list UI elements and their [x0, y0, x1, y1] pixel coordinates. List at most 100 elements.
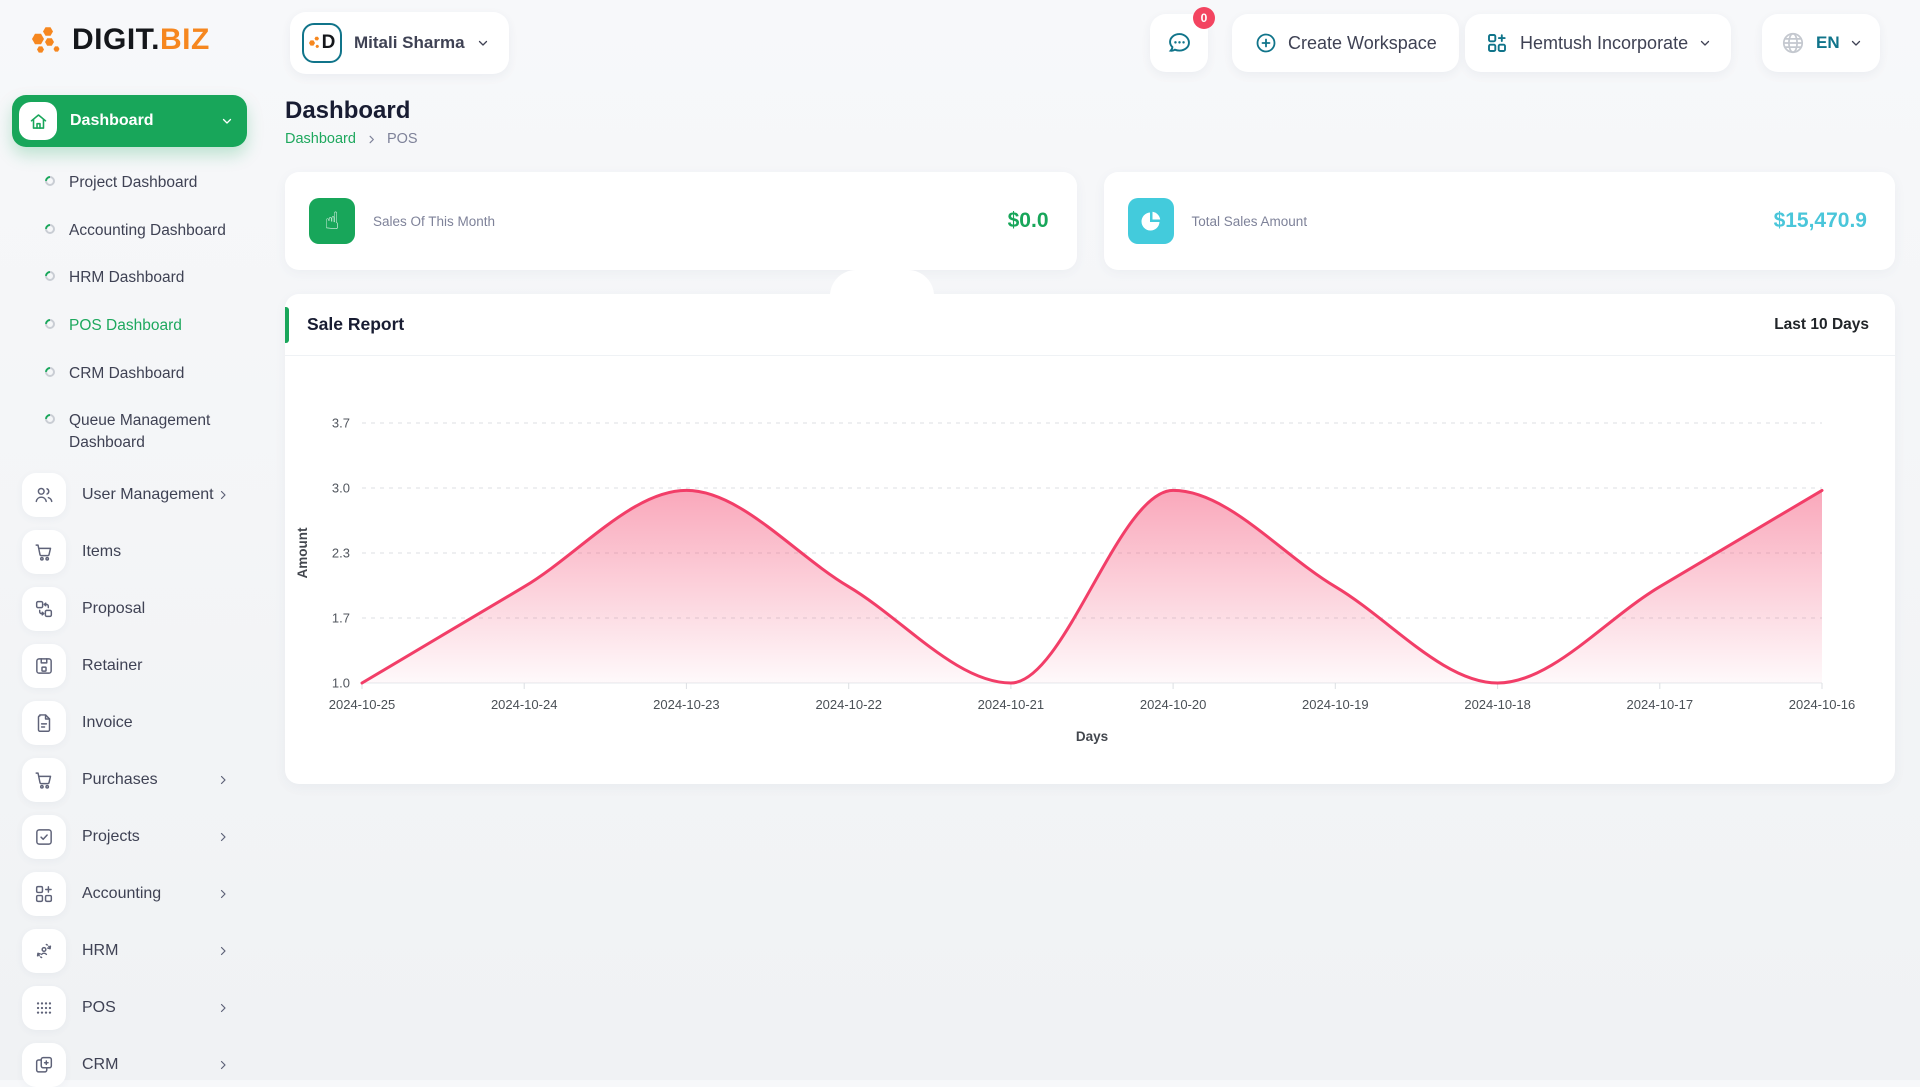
sale-report-header: Sale Report Last 10 Days: [285, 294, 1895, 356]
svg-text:2.3: 2.3: [332, 546, 350, 561]
sidebar-item-pos[interactable]: POS: [12, 986, 247, 1030]
top-header: DIGIT.BIZ D Mitali Sharma 0 Create Works: [0, 0, 1920, 90]
sidebar-item-proposal[interactable]: Proposal: [12, 587, 247, 631]
dots-grid-icon: [22, 986, 66, 1030]
sidebar-item-crm[interactable]: CRM: [12, 1043, 247, 1087]
avatar-letter: D: [322, 32, 336, 54]
sale-report-card: Sale Report Last 10 Days 1.0 1.7 2.3 3.0 3.7…: [285, 294, 1895, 784]
svg-text:2024-10-16: 2024-10-16: [1789, 697, 1856, 712]
sidebar-item-project-dashboard[interactable]: Project Dashboard: [12, 159, 247, 207]
cart-icon: [22, 530, 66, 574]
check-square-icon: [22, 815, 66, 859]
avatar: D: [302, 23, 342, 63]
stat-card-sales-this-month: ☝ Sales Of This Month $0.0: [285, 172, 1077, 270]
bullet-icon: [43, 412, 57, 426]
chevron-right-icon: [217, 774, 229, 786]
create-workspace-label: Create Workspace: [1288, 33, 1437, 54]
page-title: Dashboard: [285, 97, 410, 125]
chat-icon: [1166, 30, 1193, 57]
save-icon: [22, 644, 66, 688]
pie-chart-icon: [1128, 198, 1174, 244]
sidebar-item-hrm-dashboard[interactable]: HRM Dashboard: [12, 254, 247, 302]
app-name: DIGIT.BIZ: [72, 23, 210, 57]
sale-report-range: Last 10 Days: [1774, 316, 1869, 334]
svg-text:2024-10-21: 2024-10-21: [978, 697, 1045, 712]
chevron-right-icon: [217, 945, 229, 957]
sidebar-item-user-management[interactable]: User Management: [12, 473, 247, 517]
sidebar-item-invoice[interactable]: Invoice: [12, 701, 247, 745]
dashboard-submenu: Project Dashboard Accounting Dashboard H…: [12, 159, 247, 467]
app-logo: DIGIT.BIZ: [28, 22, 210, 58]
svg-text:1.7: 1.7: [332, 611, 350, 626]
chevron-down-icon: [1699, 37, 1711, 49]
stat-label: Sales Of This Month: [373, 214, 990, 229]
stat-label: Total Sales Amount: [1192, 214, 1756, 229]
stat-value: $0.0: [1008, 209, 1049, 233]
chat-badge: 0: [1193, 7, 1215, 29]
bullet-icon: [43, 317, 57, 331]
sidebar-item-label: Dashboard: [70, 112, 208, 130]
chevron-right-icon: [217, 1002, 229, 1014]
cart-icon: [22, 758, 66, 802]
copy-plus-icon: [22, 1043, 66, 1087]
sidebar-item-dashboard[interactable]: Dashboard: [12, 95, 247, 147]
sale-report-title: Sale Report: [307, 314, 1774, 335]
bullet-icon: [43, 222, 57, 236]
chevron-down-icon: [477, 37, 489, 49]
svg-text:3.0: 3.0: [332, 481, 350, 496]
stat-value: $15,470.9: [1774, 209, 1867, 233]
breadcrumb: Dashboard POS: [285, 131, 418, 147]
sidebar-item-pos-dashboard[interactable]: POS Dashboard: [12, 302, 247, 350]
sale-report-chart: 1.0 1.7 2.3 3.0 3.7 2024-10-25 2024-10-24 2024-…: [285, 356, 1895, 782]
chevron-right-icon: [217, 888, 229, 900]
chevron-right-icon: [217, 489, 229, 501]
svg-text:Days: Days: [1076, 729, 1108, 744]
workspace-name: Hemtush Incorporate: [1520, 33, 1688, 54]
chevron-down-icon: [1850, 37, 1862, 49]
swap-squares-icon: [22, 587, 66, 631]
sidebar-item-crm-dashboard[interactable]: CRM Dashboard: [12, 350, 247, 398]
sidebar: Dashboard Project Dashboard Accounting D…: [12, 95, 247, 1080]
svg-text:1.0: 1.0: [332, 676, 350, 691]
sidebar-item-projects[interactable]: Projects: [12, 815, 247, 859]
create-workspace-button[interactable]: Create Workspace: [1232, 14, 1459, 72]
document-icon: [22, 701, 66, 745]
chevron-down-icon: [221, 115, 233, 127]
sidebar-item-queue-management-dashboard[interactable]: Queue Management Dashboard: [12, 397, 247, 466]
stats-row: ☝ Sales Of This Month $0.0 Total Sales A…: [285, 172, 1895, 270]
user-name: Mitali Sharma: [354, 33, 465, 53]
svg-text:2024-10-25: 2024-10-25: [329, 697, 396, 712]
sidebar-item-items[interactable]: Items: [12, 530, 247, 574]
svg-text:2024-10-24: 2024-10-24: [491, 697, 557, 712]
sidebar-item-accounting[interactable]: Accounting: [12, 872, 247, 916]
breadcrumb-dashboard-link[interactable]: Dashboard: [285, 131, 356, 147]
honeycomb-mini-icon: [309, 36, 321, 50]
sidebar-item-retainer[interactable]: Retainer: [12, 644, 247, 688]
card-top-notch: [830, 270, 934, 296]
svg-text:2024-10-19: 2024-10-19: [1302, 697, 1369, 712]
globe-icon: [1780, 30, 1806, 56]
sidebar-item-accounting-dashboard[interactable]: Accounting Dashboard: [12, 207, 247, 255]
language-selector[interactable]: EN: [1762, 14, 1880, 72]
bullet-icon: [43, 365, 57, 379]
svg-text:2024-10-17: 2024-10-17: [1627, 697, 1694, 712]
sidebar-item-purchases[interactable]: Purchases: [12, 758, 247, 802]
language-code: EN: [1816, 33, 1840, 53]
svg-text:2024-10-22: 2024-10-22: [815, 697, 882, 712]
svg-text:2024-10-23: 2024-10-23: [653, 697, 720, 712]
workspace-selector[interactable]: Hemtush Incorporate: [1465, 14, 1731, 72]
user-menu[interactable]: D Mitali Sharma: [290, 12, 509, 74]
hand-pointer-icon: ☝: [309, 198, 355, 244]
plus-circle-icon: [1254, 31, 1278, 55]
chevron-right-icon: [366, 134, 377, 145]
person-sync-icon: [22, 929, 66, 973]
grid-plus-icon: [1485, 31, 1509, 55]
sidebar-item-hrm[interactable]: HRM: [12, 929, 247, 973]
chat-button[interactable]: 0: [1150, 14, 1208, 72]
users-icon: [22, 473, 66, 517]
home-icon: [19, 102, 57, 140]
svg-text:3.7: 3.7: [332, 416, 350, 431]
bullet-icon: [43, 269, 57, 283]
grid-plus-icon: [22, 872, 66, 916]
svg-text:2024-10-18: 2024-10-18: [1464, 697, 1531, 712]
